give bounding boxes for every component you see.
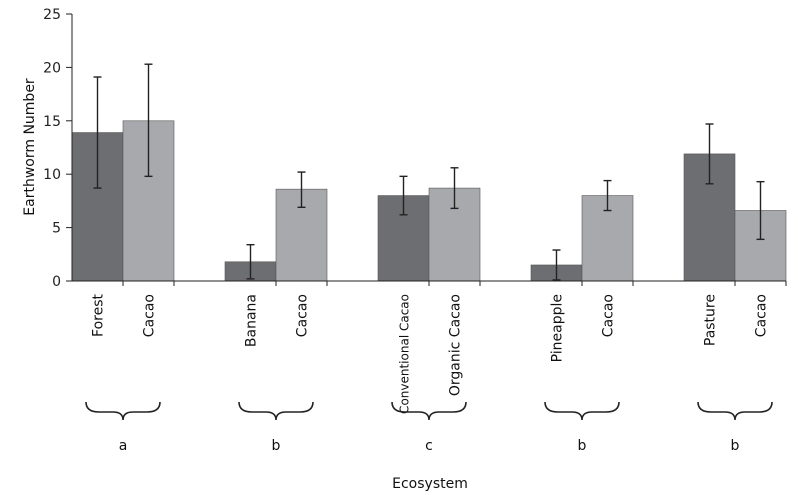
group-significance-label: c xyxy=(425,438,433,454)
category-label: Cacao xyxy=(754,294,770,337)
category-label: Pasture xyxy=(703,294,719,346)
category-label: Conventional Cacao xyxy=(398,294,412,414)
category-labels-layer: Forest Cacao Banana Cacao Conventional Cacao… xyxy=(91,293,770,413)
group-significance-label: b xyxy=(731,438,740,454)
category-label: Cacao xyxy=(295,294,311,337)
category-label: Forest xyxy=(91,293,107,336)
y-ticks-layer: 0 5 10 15 20 25 xyxy=(43,7,787,290)
y-tick-label: 25 xyxy=(43,7,61,23)
group-brace xyxy=(391,401,467,421)
category-label: Organic Cacao xyxy=(448,294,464,396)
group-brace xyxy=(238,401,314,421)
category-label: Cacao xyxy=(142,294,158,337)
error-bars-layer xyxy=(93,63,765,281)
group-significance-label: a xyxy=(119,438,128,454)
y-tick-label: 0 xyxy=(52,274,61,290)
category-label: Pineapple xyxy=(550,294,566,362)
group-brace xyxy=(85,401,161,421)
y-axis-title: Earthworm Number xyxy=(22,78,38,216)
bars-layer xyxy=(71,120,787,282)
y-tick-label: 5 xyxy=(52,221,61,237)
y-tick-label: 10 xyxy=(43,167,61,183)
category-label: Banana xyxy=(244,294,260,347)
group-significance-label: b xyxy=(578,438,587,454)
y-tick-label: 20 xyxy=(43,60,61,76)
group-brace xyxy=(544,401,620,421)
x-axis-title: Ecosystem xyxy=(392,476,468,492)
group-significance-label: b xyxy=(272,438,281,454)
group-brace xyxy=(697,401,773,421)
category-label: Cacao xyxy=(601,294,617,337)
y-tick-label: 15 xyxy=(43,114,61,130)
